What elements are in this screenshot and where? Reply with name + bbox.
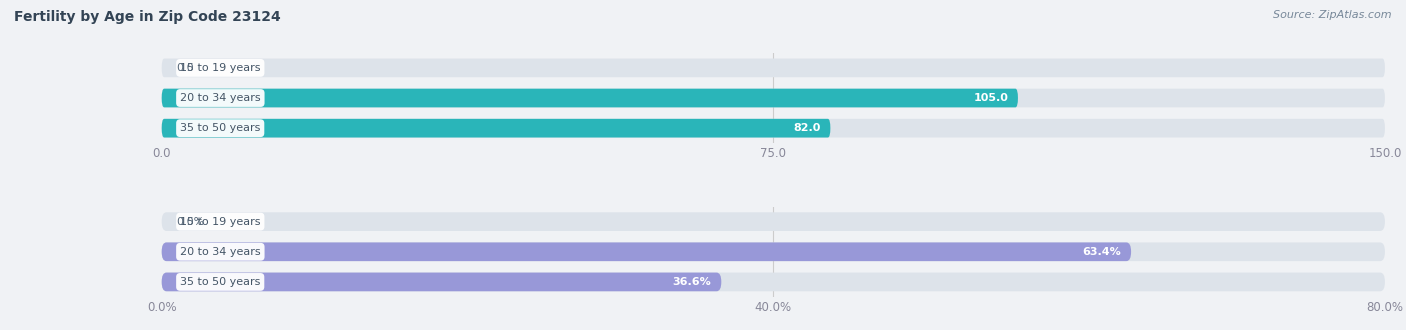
FancyBboxPatch shape xyxy=(162,119,831,138)
Text: 36.6%: 36.6% xyxy=(673,277,711,287)
FancyBboxPatch shape xyxy=(162,58,1385,77)
FancyBboxPatch shape xyxy=(162,89,1018,107)
FancyBboxPatch shape xyxy=(162,273,1385,291)
Text: 15 to 19 years: 15 to 19 years xyxy=(180,216,260,227)
Text: 0.0: 0.0 xyxy=(176,63,194,73)
Text: Source: ZipAtlas.com: Source: ZipAtlas.com xyxy=(1274,10,1392,20)
Text: 20 to 34 years: 20 to 34 years xyxy=(180,93,260,103)
Text: 35 to 50 years: 35 to 50 years xyxy=(180,277,260,287)
Text: 0.0%: 0.0% xyxy=(176,216,205,227)
FancyBboxPatch shape xyxy=(162,119,1385,138)
FancyBboxPatch shape xyxy=(162,243,1130,261)
FancyBboxPatch shape xyxy=(162,243,1385,261)
Text: 82.0: 82.0 xyxy=(793,123,821,133)
FancyBboxPatch shape xyxy=(162,212,1385,231)
Text: 63.4%: 63.4% xyxy=(1083,247,1122,257)
Text: 105.0: 105.0 xyxy=(973,93,1008,103)
FancyBboxPatch shape xyxy=(162,273,721,291)
FancyBboxPatch shape xyxy=(162,89,1385,107)
Text: 15 to 19 years: 15 to 19 years xyxy=(180,63,260,73)
Text: 20 to 34 years: 20 to 34 years xyxy=(180,247,260,257)
Text: Fertility by Age in Zip Code 23124: Fertility by Age in Zip Code 23124 xyxy=(14,10,281,24)
Text: 35 to 50 years: 35 to 50 years xyxy=(180,123,260,133)
